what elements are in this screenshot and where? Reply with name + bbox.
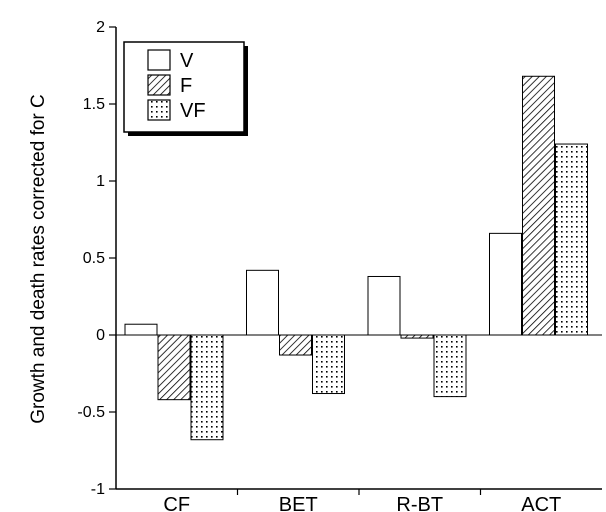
legend-swatch-vf (147, 99, 171, 121)
y-tick-label-0: -1 (91, 481, 105, 498)
y-tick-label-5: 1.5 (83, 96, 105, 113)
bar-cf-vf (190, 334, 224, 441)
y-axis-label: Growth and death rates corrected for C (28, 94, 49, 424)
y-tick-label-3: 0.5 (83, 250, 105, 267)
bar-bet-v (246, 269, 279, 336)
x-tick-label-0: CF (163, 494, 190, 512)
legend-swatch-f (147, 74, 171, 96)
x-tick-label-2: R-BT (396, 494, 443, 512)
bar-act-f (522, 75, 555, 336)
y-tick-label-1: -0.5 (77, 404, 105, 421)
legend-swatch-v (147, 49, 171, 71)
legend: VF VF (123, 41, 248, 136)
legend-label-f: F (180, 75, 192, 97)
bar-act-v (489, 232, 522, 336)
legend-box (123, 41, 245, 133)
y-tick-label-2: 0 (96, 327, 105, 344)
x-tick-label-3: ACT (521, 494, 561, 512)
bar-cf-v (124, 323, 158, 336)
bar-act-vf (555, 143, 588, 336)
y-tick-label-6: 2 (96, 19, 105, 36)
legend-label-vf: VF (180, 100, 206, 122)
y-tick-label-4: 1 (96, 173, 105, 190)
bar-bet-vf (312, 334, 345, 395)
plot-area: -1 -0.5 0 0.5 1 1.5 2 CF BET R-BT ACT (77, 19, 602, 512)
legend-label-v: V (180, 50, 194, 72)
bar-bet-f (279, 334, 312, 356)
bar-r-bt-v (367, 275, 401, 336)
bar-r-bt-vf (433, 334, 467, 398)
x-tick-label-1: BET (279, 494, 318, 512)
bar-cf-f (157, 334, 191, 401)
